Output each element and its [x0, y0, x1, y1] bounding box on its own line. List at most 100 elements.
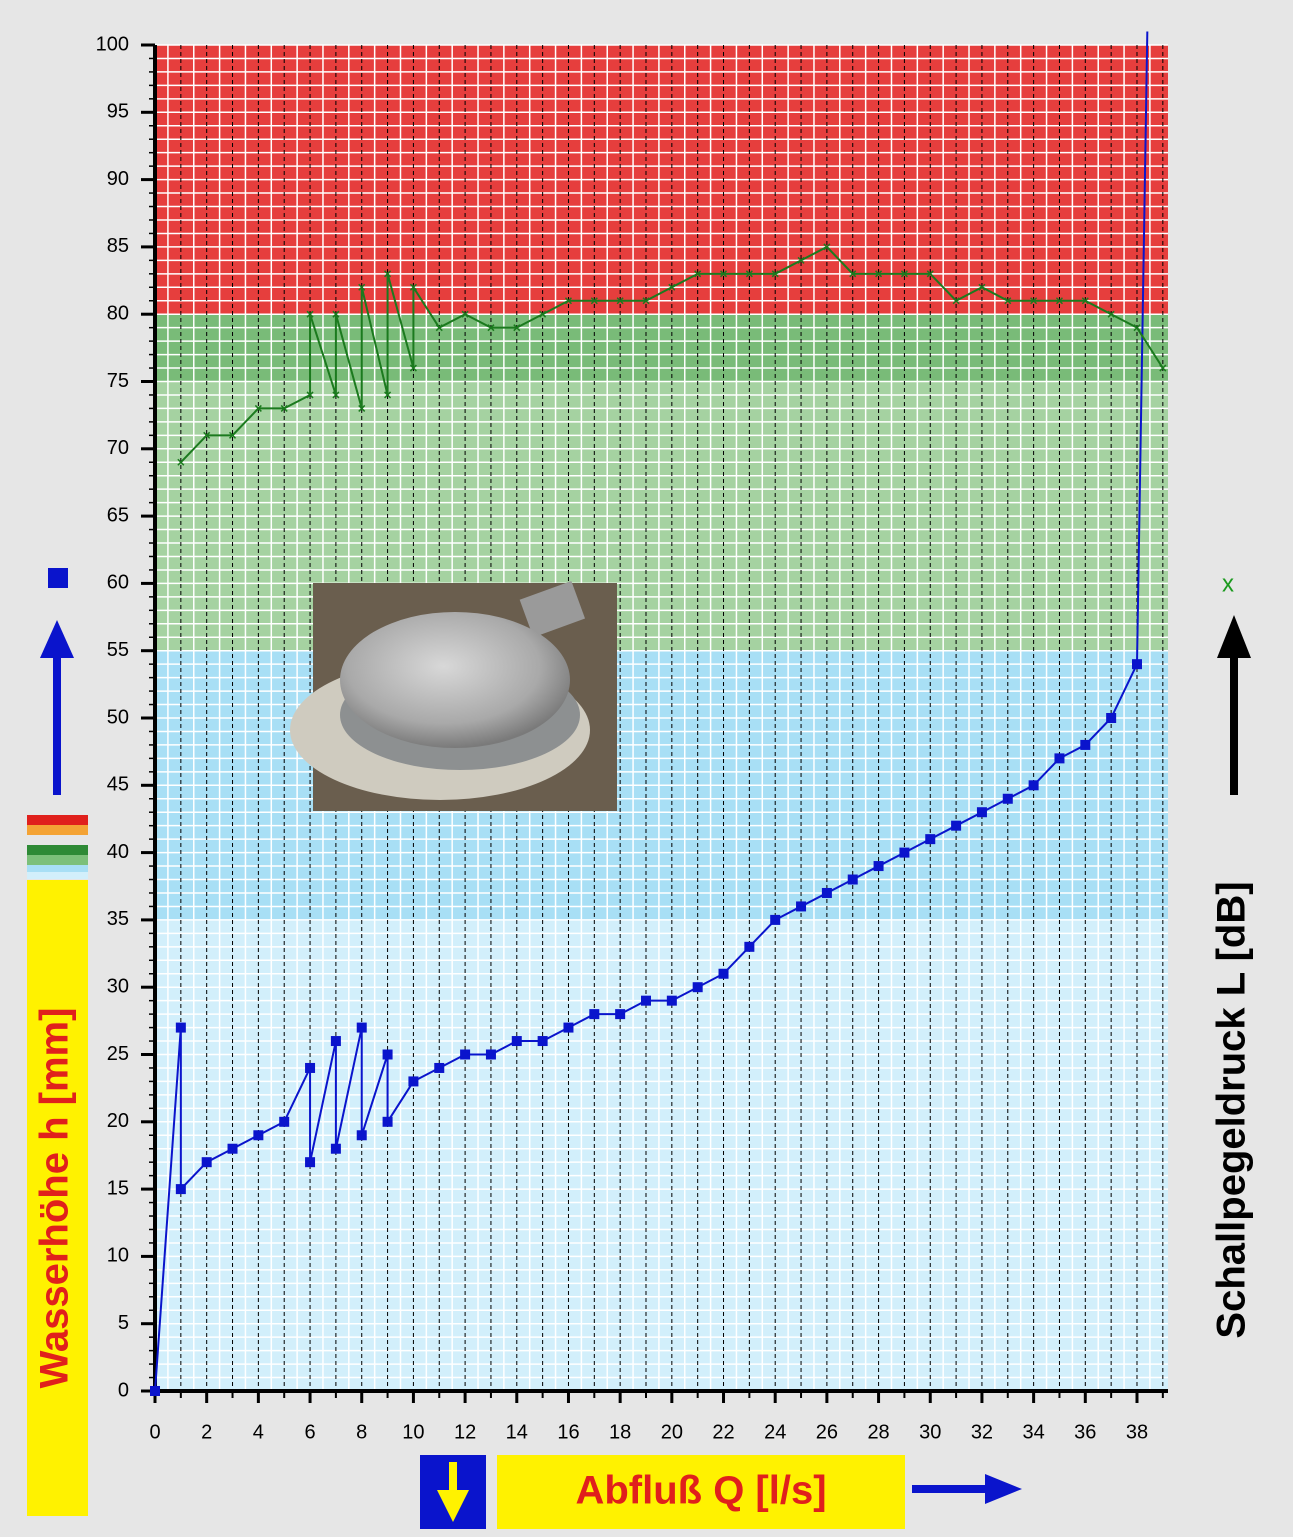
- point: [279, 1116, 290, 1127]
- point: [227, 1143, 238, 1154]
- band: [155, 314, 1168, 382]
- point: [409, 283, 417, 291]
- strip-blue: [27, 865, 88, 872]
- point: [952, 297, 960, 305]
- point: [487, 324, 495, 332]
- x-tick-label: 10: [402, 1421, 424, 1443]
- point: [177, 458, 185, 466]
- point: [384, 391, 392, 399]
- point: [925, 834, 936, 845]
- x-tick-label: 16: [557, 1421, 579, 1443]
- point: [280, 404, 288, 412]
- point: [305, 1157, 316, 1168]
- point: [332, 391, 340, 399]
- x-tick-label: 0: [149, 1421, 160, 1443]
- strip-green: [27, 845, 88, 855]
- point: [175, 1184, 186, 1195]
- y-tick-label: 30: [107, 975, 129, 997]
- point: [797, 256, 805, 264]
- arrow-right-head: [985, 1474, 1022, 1504]
- y-tick-label: 80: [107, 302, 129, 324]
- x-tick-label: 20: [661, 1421, 683, 1443]
- point: [305, 1062, 316, 1073]
- legend-square: [48, 568, 68, 588]
- x-tick-label: 30: [919, 1421, 941, 1443]
- y-tick-label: 40: [107, 841, 129, 863]
- point: [640, 995, 651, 1006]
- point: [821, 887, 832, 898]
- point: [1133, 324, 1141, 332]
- y-tick-label: 15: [107, 1177, 129, 1199]
- y-tick-label: 85: [107, 235, 129, 257]
- point: [356, 1130, 367, 1141]
- point: [615, 1009, 626, 1020]
- point: [976, 807, 987, 818]
- point: [409, 364, 417, 372]
- y-tick-label: 55: [107, 639, 129, 661]
- y-tick-label: 25: [107, 1043, 129, 1065]
- point: [306, 391, 314, 399]
- photo: [290, 580, 617, 811]
- band: [155, 919, 1168, 1391]
- point: [563, 1022, 574, 1033]
- point: [666, 995, 677, 1006]
- point: [358, 404, 366, 412]
- strip-gap: [27, 835, 88, 845]
- point: [228, 431, 237, 439]
- point: [590, 297, 598, 305]
- point: [745, 270, 753, 278]
- point: [1159, 364, 1167, 372]
- strip-lightblue: [27, 872, 88, 879]
- point: [875, 270, 883, 278]
- y-axis-label: Wasserhöhe h [mm]: [33, 1008, 77, 1389]
- y-tick-label: 5: [118, 1312, 129, 1334]
- point: [460, 1049, 471, 1060]
- x-tick-label: 2: [201, 1421, 212, 1443]
- point: [718, 968, 729, 979]
- point: [1081, 297, 1089, 305]
- point: [384, 270, 392, 278]
- point: [978, 283, 986, 291]
- x-tick-label: 38: [1126, 1421, 1148, 1443]
- strip-red: [27, 815, 88, 825]
- legend-x: x: [1222, 570, 1234, 597]
- y-tick-label: 70: [107, 437, 129, 459]
- point: [744, 941, 755, 952]
- point: [253, 1130, 264, 1141]
- point: [1080, 739, 1091, 750]
- y-tick-label: 10: [107, 1245, 129, 1267]
- point: [1030, 297, 1038, 305]
- point: [642, 297, 650, 305]
- point: [254, 404, 262, 412]
- x-tick-label: 6: [304, 1421, 315, 1443]
- x-label-box: [497, 1455, 905, 1529]
- arrow-head-left: [40, 620, 74, 658]
- point: [1054, 753, 1065, 764]
- point: [692, 982, 703, 993]
- y2-axis-label: Schallpegeldruck L [dB]: [1210, 881, 1254, 1338]
- point: [1004, 297, 1012, 305]
- point: [589, 1009, 600, 1020]
- x-tick-label: 14: [506, 1421, 528, 1443]
- point: [900, 270, 908, 278]
- point: [694, 270, 702, 278]
- point: [382, 1049, 393, 1060]
- series-line: [180, 245, 1164, 463]
- point: [873, 861, 884, 872]
- x-tick-label: 34: [1022, 1421, 1044, 1443]
- point: [358, 283, 366, 291]
- arrow-down-head: [437, 1490, 469, 1522]
- point: [434, 1062, 445, 1073]
- point: [513, 324, 521, 332]
- point: [796, 901, 807, 912]
- point: [719, 270, 728, 278]
- point: [356, 1022, 367, 1033]
- y-tick-label: 35: [107, 908, 129, 930]
- point: [668, 283, 676, 291]
- point: [849, 270, 857, 278]
- point: [899, 847, 910, 858]
- x-tick-label: 28: [867, 1421, 889, 1443]
- y-tick-label: 90: [107, 168, 129, 190]
- y-tick-label: 45: [107, 774, 129, 796]
